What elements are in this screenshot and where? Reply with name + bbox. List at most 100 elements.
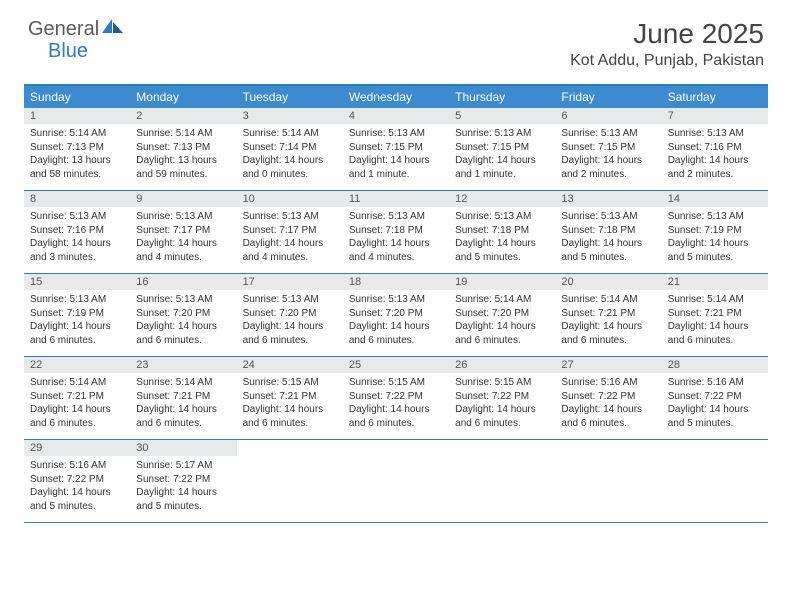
sunrise-text: Sunrise: 5:14 AM — [136, 127, 230, 141]
day-cell: 4Sunrise: 5:13 AMSunset: 7:15 PMDaylight… — [343, 108, 449, 190]
daylight-text: Daylight: 14 hours and 5 minutes. — [30, 486, 124, 513]
logo: General Blue — [28, 18, 124, 41]
day-cell: 28Sunrise: 5:16 AMSunset: 7:22 PMDayligh… — [662, 357, 768, 439]
sunrise-text: Sunrise: 5:13 AM — [668, 127, 762, 141]
day-cell: 13Sunrise: 5:13 AMSunset: 7:18 PMDayligh… — [555, 191, 661, 273]
title-block: June 2025 Kot Addu, Punjab, Pakistan — [570, 18, 764, 70]
daylight-text: Daylight: 14 hours and 6 minutes. — [30, 403, 124, 430]
day-number: 14 — [662, 191, 768, 207]
day-cell: 3Sunrise: 5:14 AMSunset: 7:14 PMDaylight… — [237, 108, 343, 190]
sunrise-text: Sunrise: 5:14 AM — [668, 293, 762, 307]
sunset-text: Sunset: 7:21 PM — [30, 390, 124, 404]
day-cell: 15Sunrise: 5:13 AMSunset: 7:19 PMDayligh… — [24, 274, 130, 356]
sunrise-text: Sunrise: 5:13 AM — [349, 127, 443, 141]
day-number: 28 — [662, 357, 768, 373]
daylight-text: Daylight: 14 hours and 0 minutes. — [243, 154, 337, 181]
daylight-text: Daylight: 13 hours and 58 minutes. — [30, 154, 124, 181]
day-cell: 12Sunrise: 5:13 AMSunset: 7:18 PMDayligh… — [449, 191, 555, 273]
day-number: 17 — [237, 274, 343, 290]
day-cell: 20Sunrise: 5:14 AMSunset: 7:21 PMDayligh… — [555, 274, 661, 356]
sunset-text: Sunset: 7:19 PM — [30, 307, 124, 321]
daylight-text: Daylight: 14 hours and 6 minutes. — [243, 403, 337, 430]
daylight-text: Daylight: 14 hours and 6 minutes. — [30, 320, 124, 347]
sunrise-text: Sunrise: 5:16 AM — [30, 459, 124, 473]
sunrise-text: Sunrise: 5:13 AM — [243, 210, 337, 224]
day-cell: 25Sunrise: 5:15 AMSunset: 7:22 PMDayligh… — [343, 357, 449, 439]
day-number: 10 — [237, 191, 343, 207]
day-cell: 17Sunrise: 5:13 AMSunset: 7:20 PMDayligh… — [237, 274, 343, 356]
sunrise-text: Sunrise: 5:13 AM — [136, 293, 230, 307]
sunrise-text: Sunrise: 5:14 AM — [30, 127, 124, 141]
sunrise-text: Sunrise: 5:13 AM — [349, 210, 443, 224]
day-body: Sunrise: 5:14 AMSunset: 7:13 PMDaylight:… — [24, 124, 130, 185]
sunset-text: Sunset: 7:18 PM — [349, 224, 443, 238]
day-number: 7 — [662, 108, 768, 124]
day-cell: 22Sunrise: 5:14 AMSunset: 7:21 PMDayligh… — [24, 357, 130, 439]
day-body: Sunrise: 5:13 AMSunset: 7:18 PMDaylight:… — [343, 207, 449, 268]
sunset-text: Sunset: 7:22 PM — [349, 390, 443, 404]
day-cell: 7Sunrise: 5:13 AMSunset: 7:16 PMDaylight… — [662, 108, 768, 190]
day-cell: 29Sunrise: 5:16 AMSunset: 7:22 PMDayligh… — [24, 440, 130, 522]
weekday-header: Friday — [555, 86, 661, 108]
daylight-text: Daylight: 14 hours and 6 minutes. — [455, 320, 549, 347]
day-number: 24 — [237, 357, 343, 373]
sunrise-text: Sunrise: 5:13 AM — [455, 127, 549, 141]
daylight-text: Daylight: 14 hours and 3 minutes. — [30, 237, 124, 264]
daylight-text: Daylight: 14 hours and 4 minutes. — [349, 237, 443, 264]
empty-cell — [343, 440, 449, 522]
day-body: Sunrise: 5:14 AMSunset: 7:21 PMDaylight:… — [555, 290, 661, 351]
day-cell: 6Sunrise: 5:13 AMSunset: 7:15 PMDaylight… — [555, 108, 661, 190]
empty-cell — [662, 440, 768, 522]
sunset-text: Sunset: 7:18 PM — [561, 224, 655, 238]
day-body: Sunrise: 5:13 AMSunset: 7:15 PMDaylight:… — [343, 124, 449, 185]
day-number: 27 — [555, 357, 661, 373]
location-label: Kot Addu, Punjab, Pakistan — [570, 52, 764, 70]
weekday-header: Sunday — [24, 86, 130, 108]
day-number: 20 — [555, 274, 661, 290]
day-number: 29 — [24, 440, 130, 456]
sunset-text: Sunset: 7:22 PM — [668, 390, 762, 404]
sunrise-text: Sunrise: 5:14 AM — [30, 376, 124, 390]
page-title: June 2025 — [570, 18, 764, 50]
daylight-text: Daylight: 14 hours and 6 minutes. — [349, 320, 443, 347]
day-cell: 2Sunrise: 5:14 AMSunset: 7:13 PMDaylight… — [130, 108, 236, 190]
daylight-text: Daylight: 14 hours and 2 minutes. — [561, 154, 655, 181]
week-row: 29Sunrise: 5:16 AMSunset: 7:22 PMDayligh… — [24, 440, 768, 523]
day-cell: 1Sunrise: 5:14 AMSunset: 7:13 PMDaylight… — [24, 108, 130, 190]
sunset-text: Sunset: 7:15 PM — [455, 141, 549, 155]
day-body: Sunrise: 5:13 AMSunset: 7:20 PMDaylight:… — [343, 290, 449, 351]
sunrise-text: Sunrise: 5:13 AM — [136, 210, 230, 224]
day-cell: 5Sunrise: 5:13 AMSunset: 7:15 PMDaylight… — [449, 108, 555, 190]
day-body: Sunrise: 5:16 AMSunset: 7:22 PMDaylight:… — [662, 373, 768, 434]
header: General Blue June 2025 Kot Addu, Punjab,… — [0, 0, 792, 76]
day-cell: 24Sunrise: 5:15 AMSunset: 7:21 PMDayligh… — [237, 357, 343, 439]
daylight-text: Daylight: 13 hours and 59 minutes. — [136, 154, 230, 181]
day-body: Sunrise: 5:13 AMSunset: 7:17 PMDaylight:… — [130, 207, 236, 268]
sunset-text: Sunset: 7:13 PM — [136, 141, 230, 155]
day-cell: 16Sunrise: 5:13 AMSunset: 7:20 PMDayligh… — [130, 274, 236, 356]
daylight-text: Daylight: 14 hours and 6 minutes. — [668, 320, 762, 347]
daylight-text: Daylight: 14 hours and 6 minutes. — [136, 403, 230, 430]
daylight-text: Daylight: 14 hours and 1 minute. — [349, 154, 443, 181]
daylight-text: Daylight: 14 hours and 1 minute. — [455, 154, 549, 181]
day-body: Sunrise: 5:13 AMSunset: 7:15 PMDaylight:… — [449, 124, 555, 185]
daylight-text: Daylight: 14 hours and 6 minutes. — [136, 320, 230, 347]
logo-text-general: General — [28, 18, 99, 41]
sunrise-text: Sunrise: 5:13 AM — [561, 127, 655, 141]
day-body: Sunrise: 5:14 AMSunset: 7:14 PMDaylight:… — [237, 124, 343, 185]
sunset-text: Sunset: 7:21 PM — [243, 390, 337, 404]
daylight-text: Daylight: 14 hours and 4 minutes. — [136, 237, 230, 264]
daylight-text: Daylight: 14 hours and 5 minutes. — [561, 237, 655, 264]
day-number: 16 — [130, 274, 236, 290]
sunset-text: Sunset: 7:19 PM — [668, 224, 762, 238]
sunrise-text: Sunrise: 5:13 AM — [668, 210, 762, 224]
daylight-text: Daylight: 14 hours and 5 minutes. — [668, 403, 762, 430]
day-number: 13 — [555, 191, 661, 207]
week-row: 22Sunrise: 5:14 AMSunset: 7:21 PMDayligh… — [24, 357, 768, 440]
sunset-text: Sunset: 7:16 PM — [668, 141, 762, 155]
sunrise-text: Sunrise: 5:16 AM — [668, 376, 762, 390]
sunrise-text: Sunrise: 5:17 AM — [136, 459, 230, 473]
day-number: 9 — [130, 191, 236, 207]
day-cell: 8Sunrise: 5:13 AMSunset: 7:16 PMDaylight… — [24, 191, 130, 273]
day-body: Sunrise: 5:14 AMSunset: 7:21 PMDaylight:… — [130, 373, 236, 434]
